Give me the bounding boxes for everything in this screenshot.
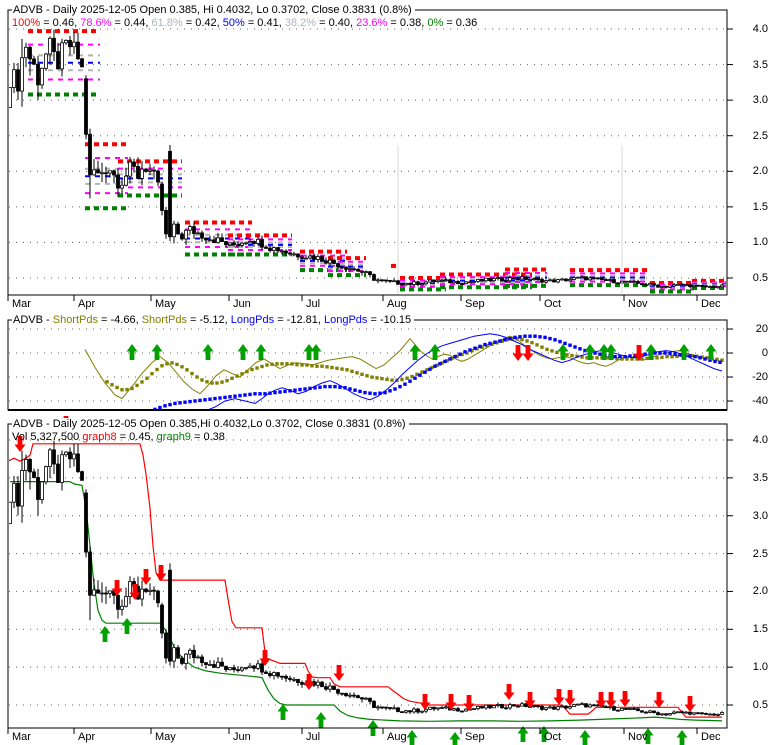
fib-level-pct: 38.2% (284, 17, 317, 29)
indicator-value: = -5.12, (186, 314, 231, 326)
month-label-bottom: Sep (465, 731, 485, 743)
month-label-top: Dec (701, 298, 721, 310)
fib-level-value: = 0.36 (443, 17, 478, 29)
indicator-name: ShortPds (52, 314, 98, 326)
fib-level-pct: 61.8% (151, 17, 183, 29)
graph-value: = 0.38 (190, 431, 225, 443)
bottom-y-axis-label: 1.0 (752, 661, 768, 674)
month-label-top: Nov (628, 298, 648, 310)
oscillator-y-axis-label: 0 (761, 347, 768, 359)
fib-legend: 100% = 0.46, 78.6% = 0.44, 61.8% = 0.42,… (12, 17, 477, 30)
top-y-axis-label: 3.5 (752, 58, 768, 71)
oscillator-y-axis-label: -20 (752, 371, 768, 383)
month-label-bottom: Aug (387, 731, 407, 743)
fib-level-pct: 23.6% (356, 17, 388, 29)
bottom-y-axis-label: 4.0 (752, 434, 768, 446)
fib-level-value: = 0.44, (111, 17, 152, 29)
month-label-top: Aug (387, 298, 407, 310)
oscillator-y-axis-label: -40 (752, 395, 768, 407)
fib-level-value: = 0.46, (40, 17, 81, 29)
top-y-axis-label: 3.0 (752, 94, 768, 107)
bottom-y-axis-label: 0.5 (752, 698, 768, 711)
indicator-name: LongPds (323, 314, 368, 326)
month-label-bottom: Oct (544, 731, 562, 743)
month-label-top: Sep (465, 298, 485, 310)
month-label-bottom: Jul (306, 731, 321, 743)
month-label-top: May (155, 298, 176, 310)
bottom-panel-title: ADVB - Daily 2025-12-05 Open 0.385,Hi 0.… (12, 418, 409, 431)
month-label-bottom: May (155, 731, 176, 743)
month-label-bottom: Dec (701, 731, 721, 743)
fib-level-value: = 0.38, (387, 17, 428, 29)
oscillator-panel-title: ADVB - ShortPds = -4.66, ShortPds = -5.1… (12, 314, 415, 327)
indicator-value: = -12.81, (274, 314, 324, 326)
oscillator-y-axis-label: 20 (755, 323, 768, 335)
top-y-axis-label: 0.5 (752, 272, 768, 284)
month-label-bottom: Nov (628, 731, 648, 743)
fib-level-pct: 0% (427, 17, 444, 29)
month-label-top: Apr (78, 298, 96, 310)
month-label-bottom: Jun (233, 731, 251, 743)
graph-name: graph9 (156, 431, 191, 443)
bottom-y-axis-label: 3.5 (752, 471, 768, 484)
top-y-axis-label: 2.0 (752, 165, 768, 178)
symbol-label: ADVB - (13, 314, 53, 326)
graph-name: graph8 (82, 431, 117, 443)
bottom-y-axis-label: 3.0 (752, 509, 768, 522)
top-panel-title: ADVB - Daily 2025-12-05 Open 0.385, Hi 0… (12, 4, 415, 17)
volume-graph-legend: Vol 5,327,500 graph8 = 0.45, graph9 = 0.… (12, 431, 225, 444)
top-y-axis-label: 1.5 (752, 200, 768, 213)
bottom-y-axis-label: 2.5 (752, 547, 768, 560)
indicator-name: ShortPds (141, 314, 187, 326)
fib-level-value: = 0.41, (244, 17, 285, 29)
fib-level-value: = 0.42, (182, 17, 223, 29)
top-y-axis-label: 2.5 (752, 129, 768, 142)
month-label-top: Jul (306, 298, 321, 310)
indicator-name: LongPds (230, 314, 275, 326)
bottom-y-axis-label: 2.0 (752, 585, 768, 598)
top-y-axis-label: 4.0 (752, 23, 768, 35)
indicator-value: = -4.66, (97, 314, 142, 326)
graph-value: = 0.45, (116, 431, 157, 443)
fib-level-pct: 50% (222, 17, 245, 29)
fib-level-pct: 100% (12, 17, 41, 29)
fib-level-pct: 78.6% (80, 17, 112, 29)
volume-value: Vol 5,327,500 (12, 431, 83, 443)
bottom-y-axis-label: 1.5 (752, 623, 768, 636)
month-label-bottom: Mar (12, 731, 31, 743)
month-label-bottom: Apr (78, 731, 96, 743)
month-label-top: Oct (544, 298, 562, 310)
month-label-top: Jun (233, 298, 251, 310)
fib-level-value: = 0.40, (316, 17, 357, 29)
month-label-top: Mar (12, 298, 31, 310)
indicator-value: = -10.15 (367, 314, 412, 326)
top-y-axis-label: 1.0 (752, 236, 768, 249)
